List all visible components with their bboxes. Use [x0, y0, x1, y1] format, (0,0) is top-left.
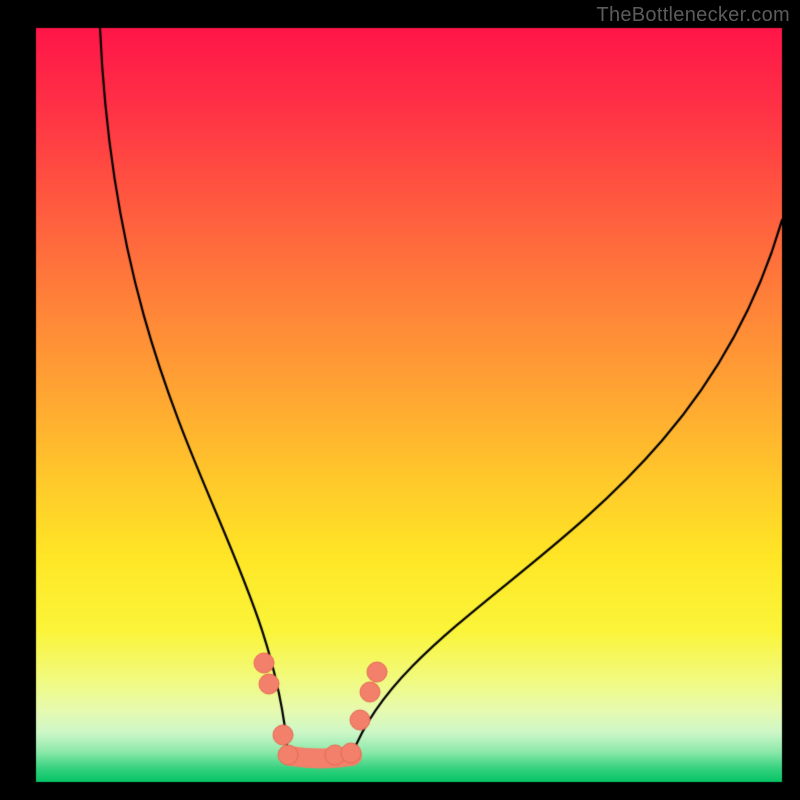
watermark-text: TheBottlenecker.com: [596, 4, 790, 27]
bottleneck-chart-canvas: [0, 0, 800, 800]
chart-container: TheBottlenecker.com: [0, 0, 800, 800]
